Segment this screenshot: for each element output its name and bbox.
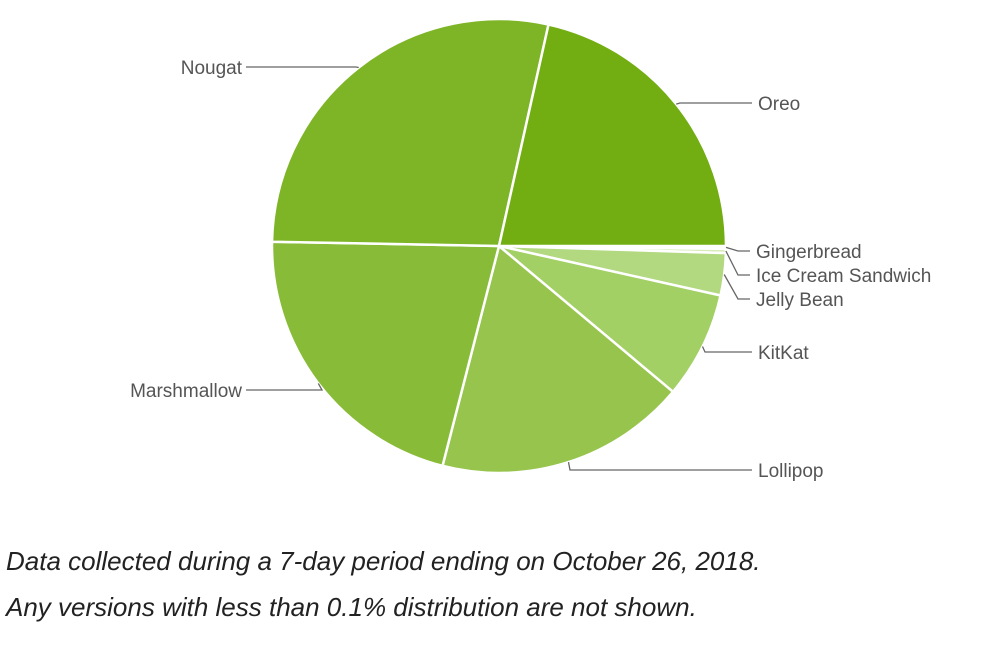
slice-lollipop xyxy=(441,244,675,475)
slice-kitkat xyxy=(497,244,722,394)
pie-chart: Gingerbread Ice Cream Sandwich Jelly Bean K… xyxy=(130,17,931,482)
leader-line-jelly-bean xyxy=(723,274,750,300)
slice-nougat xyxy=(270,17,550,248)
leader-line-ice-cream-sandwich xyxy=(725,250,750,276)
label-lollipop: Lollipop xyxy=(758,461,824,482)
slice-oreo xyxy=(497,23,728,248)
caption-line-1: Data collected during a 7-day period end… xyxy=(6,546,761,576)
leader-line-nougat xyxy=(246,66,359,69)
label-marshmallow: Marshmallow xyxy=(130,381,242,402)
leader-line-kitkat xyxy=(701,346,752,353)
chart-caption: Data collected during a 7-day period end… xyxy=(6,538,761,630)
label-ice-cream-sandwich: Ice Cream Sandwich xyxy=(756,266,931,287)
caption-line-2: Any versions with less than 0.1% distrib… xyxy=(6,592,697,622)
leader-line-lollipop xyxy=(567,461,752,471)
pie-labels: Gingerbread Ice Cream Sandwich Jelly Bean K… xyxy=(130,58,931,482)
label-gingerbread: Gingerbread xyxy=(756,242,862,263)
leader-line-oreo xyxy=(676,102,752,105)
label-oreo: Oreo xyxy=(758,94,800,115)
leader-line-gingerbread xyxy=(725,246,750,252)
leader-line-marshmallow xyxy=(246,383,324,391)
label-kitkat: KitKat xyxy=(758,343,809,364)
pie-slices xyxy=(270,17,728,475)
label-nougat: Nougat xyxy=(181,58,243,79)
label-jelly-bean: Jelly Bean xyxy=(756,290,844,311)
